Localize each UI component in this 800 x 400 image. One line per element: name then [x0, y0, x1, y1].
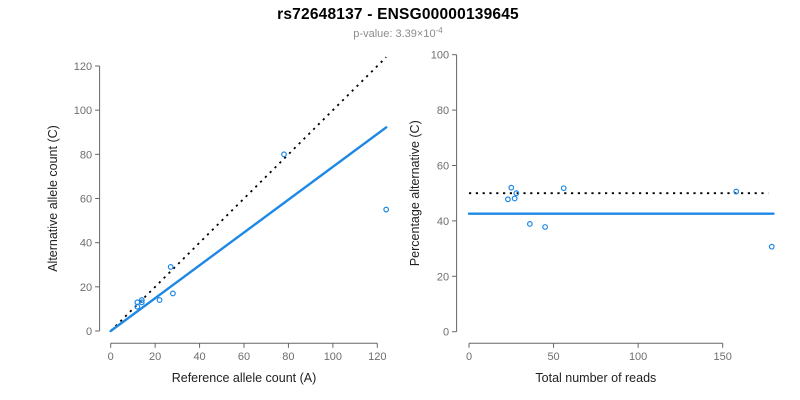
data-point [156, 297, 163, 303]
y-tick-label: 40 [80, 238, 92, 250]
y-tick-label: 80 [80, 149, 92, 161]
data-point [511, 195, 518, 202]
left-scatter-plot: 0 20 40 60 80 100 120 0 20 40 60 80 100 120 Reference … [46, 56, 390, 385]
y-tick-label: 120 [74, 61, 92, 73]
data-point [560, 185, 567, 192]
y-tick-label: 20 [80, 282, 92, 294]
x-axis-label: Total number of reads [535, 371, 656, 385]
data-point [167, 264, 174, 270]
y-tick-label: 40 [437, 216, 449, 228]
y-tick-label: 80 [437, 105, 449, 117]
identity-line [110, 56, 387, 332]
data-point [768, 243, 775, 250]
x-tick-label: 0 [108, 351, 114, 363]
data-point [526, 221, 533, 227]
x-tick-label: 20 [149, 351, 161, 363]
x-tick-label: 40 [193, 351, 205, 363]
pvalue-exponent: -4 [435, 26, 443, 35]
x-tick-label: 100 [629, 351, 647, 363]
x-tick-label: 150 [714, 351, 732, 363]
y-tick-label: 0 [86, 326, 92, 338]
x-tick-label: 50 [547, 351, 559, 363]
y-axis-label: Alternative allele count (C) [46, 125, 60, 272]
y-tick-label: 100 [74, 105, 92, 117]
data-point [513, 190, 520, 197]
right-scatter-plot: 0 50 100 150 0 20 40 60 80 100 Total number of rea… [408, 50, 775, 385]
data-point [542, 224, 549, 230]
data-point [383, 206, 390, 213]
data-point [733, 188, 740, 195]
y-tick-label: 0 [443, 327, 449, 339]
x-tick-label: 80 [282, 351, 294, 363]
data-point [504, 196, 511, 203]
y-tick-label: 60 [80, 194, 92, 206]
data-point [170, 290, 176, 297]
x-tick-label: 0 [466, 351, 472, 363]
y-tick-label: 20 [437, 271, 449, 283]
figure-subtitle: p-value: 3.39×10-4 [0, 26, 796, 40]
data-point [281, 151, 287, 158]
data-point [508, 184, 515, 191]
x-axis-label: Reference allele count (A) [172, 371, 317, 385]
pvalue-text: p-value: 3.39×10 [353, 28, 436, 40]
x-tick-label: 100 [324, 351, 342, 363]
y-axis-label: Percentage alternative (C) [408, 120, 422, 266]
data-point [134, 303, 141, 310]
x-tick-label: 120 [368, 351, 386, 363]
y-tick-label: 60 [437, 161, 449, 173]
data-point [138, 297, 145, 303]
data-point [138, 299, 145, 306]
fit-line [109, 126, 388, 333]
figure-title: rs72648137 - ENSG00000139645 [277, 6, 519, 23]
y-tick-label: 100 [431, 50, 449, 62]
x-tick-label: 60 [238, 351, 250, 363]
